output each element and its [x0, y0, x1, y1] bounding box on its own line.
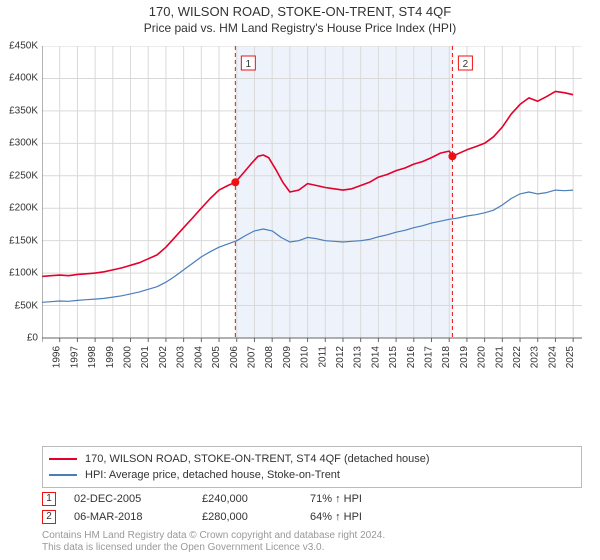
chart-container: 170, WILSON ROAD, STOKE-ON-TRENT, ST4 4Q…	[0, 0, 600, 560]
marker-pct: 64% ↑ HPI	[310, 511, 400, 523]
svg-text:1997: 1997	[69, 346, 80, 369]
svg-text:1: 1	[246, 59, 252, 70]
marker-pct: 71% ↑ HPI	[310, 493, 400, 505]
titles: 170, WILSON ROAD, STOKE-ON-TRENT, ST4 4Q…	[0, 0, 600, 35]
svg-text:2002: 2002	[158, 346, 169, 369]
svg-text:2012: 2012	[335, 346, 346, 369]
y-tick-label: £0	[0, 333, 38, 344]
legend-item: HPI: Average price, detached house, Stok…	[49, 467, 575, 483]
marker-box-icon: 1	[42, 492, 56, 506]
y-tick-label: £350K	[0, 105, 38, 116]
chart-area: 1995 1996 1997 1998 1999 2000 2001 2002 2003 2004…	[42, 46, 582, 376]
legend-line-icon	[49, 458, 77, 460]
marker-date: 02-DEC-2005	[74, 493, 184, 505]
svg-text:2021: 2021	[494, 346, 505, 369]
svg-text:2000: 2000	[123, 346, 134, 369]
svg-text:2024: 2024	[547, 346, 558, 369]
svg-text:2005: 2005	[211, 346, 222, 369]
marker-price: £240,000	[202, 493, 292, 505]
svg-text:2025: 2025	[565, 346, 576, 369]
chart-title: 170, WILSON ROAD, STOKE-ON-TRENT, ST4 4Q…	[0, 4, 600, 19]
legend-label: 170, WILSON ROAD, STOKE-ON-TRENT, ST4 4Q…	[85, 453, 430, 465]
y-tick-label: £50K	[0, 300, 38, 311]
marker-row: 1 02-DEC-2005 £240,000 71% ↑ HPI	[42, 490, 582, 508]
svg-text:2008: 2008	[264, 346, 275, 369]
chart-subtitle: Price paid vs. HM Land Registry's House …	[0, 21, 600, 35]
chart-svg: 1995 1996 1997 1998 1999 2000 2001 2002 2003 2004…	[42, 46, 582, 376]
svg-text:2009: 2009	[282, 346, 293, 369]
footer: Contains HM Land Registry data © Crown c…	[42, 530, 582, 554]
marker-row: 2 06-MAR-2018 £280,000 64% ↑ HPI	[42, 508, 582, 526]
marker-price: £280,000	[202, 511, 292, 523]
svg-text:2023: 2023	[530, 346, 541, 369]
marker-box-icon: 2	[42, 510, 56, 524]
svg-text:2007: 2007	[246, 346, 257, 369]
svg-text:2003: 2003	[176, 346, 187, 369]
svg-text:1998: 1998	[87, 346, 98, 369]
svg-text:1999: 1999	[105, 346, 116, 369]
svg-text:2004: 2004	[193, 346, 204, 369]
svg-text:2022: 2022	[512, 346, 523, 369]
y-tick-label: £250K	[0, 170, 38, 181]
footer-line: This data is licensed under the Open Gov…	[42, 542, 582, 554]
svg-text:2019: 2019	[459, 346, 470, 369]
svg-text:2018: 2018	[441, 346, 452, 369]
svg-text:2013: 2013	[353, 346, 364, 369]
legend-label: HPI: Average price, detached house, Stok…	[85, 469, 340, 481]
svg-text:2001: 2001	[140, 346, 151, 369]
markers-table: 1 02-DEC-2005 £240,000 71% ↑ HPI 2 06-MA…	[42, 490, 582, 526]
legend-item: 170, WILSON ROAD, STOKE-ON-TRENT, ST4 4Q…	[49, 451, 575, 467]
svg-text:2015: 2015	[388, 346, 399, 369]
y-tick-label: £300K	[0, 138, 38, 149]
svg-text:2006: 2006	[229, 346, 240, 369]
svg-text:1995: 1995	[42, 346, 45, 369]
svg-text:2010: 2010	[300, 346, 311, 369]
legend-line-icon	[49, 474, 77, 476]
y-tick-label: £150K	[0, 235, 38, 246]
svg-text:1996: 1996	[52, 346, 63, 369]
svg-text:2020: 2020	[477, 346, 488, 369]
footer-line: Contains HM Land Registry data © Crown c…	[42, 530, 582, 542]
marker-date: 06-MAR-2018	[74, 511, 184, 523]
svg-text:2016: 2016	[406, 346, 417, 369]
y-tick-label: £100K	[0, 268, 38, 279]
svg-text:2017: 2017	[424, 346, 435, 369]
svg-text:2011: 2011	[317, 346, 328, 368]
y-tick-label: £200K	[0, 203, 38, 214]
legend: 170, WILSON ROAD, STOKE-ON-TRENT, ST4 4Q…	[42, 446, 582, 488]
y-tick-label: £400K	[0, 73, 38, 84]
svg-text:2014: 2014	[370, 346, 381, 369]
y-tick-label: £450K	[0, 41, 38, 52]
svg-text:2: 2	[463, 59, 469, 70]
